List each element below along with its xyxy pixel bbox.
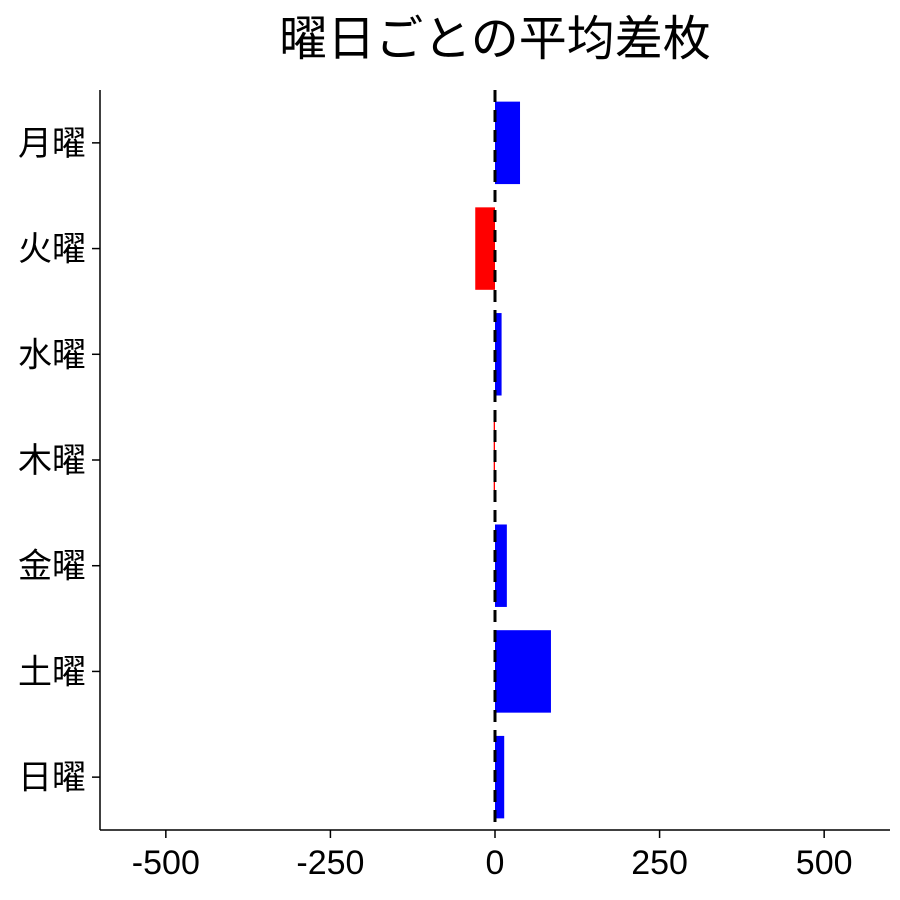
x-tick-label: 0 <box>486 844 505 882</box>
y-tick-label: 水曜 <box>18 336 86 374</box>
y-tick-label: 金曜 <box>18 548 86 586</box>
bar <box>495 630 551 712</box>
y-axis: 月曜火曜水曜木曜金曜土曜日曜 <box>18 90 100 830</box>
x-tick-label: 250 <box>631 844 688 882</box>
chart-title: 曜日ごとの平均差枚 <box>279 13 711 66</box>
chart-svg: 曜日ごとの平均差枚 -500 -250 0 250 500 月曜火曜水曜木曜金曜土曜日曜 <box>0 0 900 900</box>
y-tick-label: 日曜 <box>18 759 86 797</box>
y-tick-label: 火曜 <box>18 231 86 269</box>
x-axis: -500 -250 0 250 500 <box>100 830 890 882</box>
chart-container: 曜日ごとの平均差枚 -500 -250 0 250 500 月曜火曜水曜木曜金曜土曜日曜 <box>0 0 900 900</box>
x-tick-label: 500 <box>796 844 853 882</box>
x-tick-label: -500 <box>132 844 200 882</box>
y-tick-label: 木曜 <box>18 442 86 480</box>
bar <box>475 207 495 289</box>
bar <box>495 524 507 606</box>
x-tick-label: -250 <box>296 844 364 882</box>
bar <box>495 102 520 184</box>
bars-group <box>475 102 551 819</box>
y-tick-label: 土曜 <box>18 653 86 691</box>
y-tick-label: 月曜 <box>18 125 86 163</box>
